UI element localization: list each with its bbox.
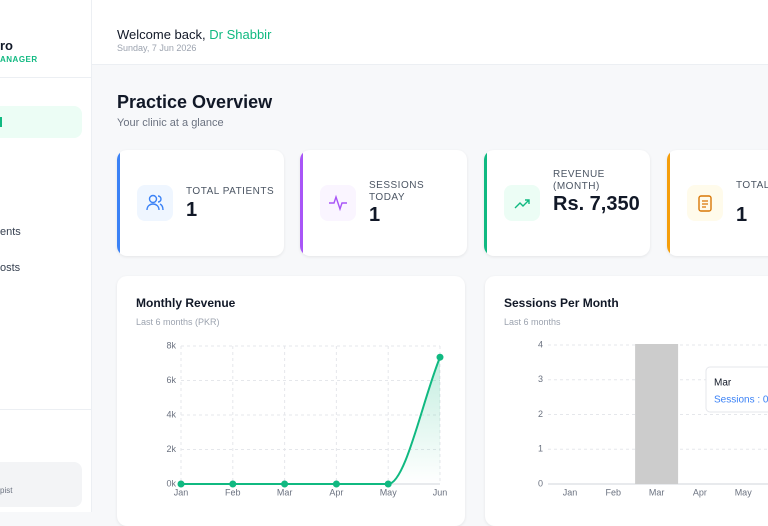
chart-panel: Sessions Per Month Last 6 months: [485, 276, 768, 526]
card-label: SESSIONS TODAY: [369, 180, 425, 203]
stat-card: SESSIONS TODAY 1: [300, 150, 467, 256]
user-role: pist: [0, 486, 13, 495]
card-value: 1: [736, 204, 748, 226]
card-label: REVENUE (MONTH): [553, 169, 605, 192]
date: Sunday, 7 Jun 2026: [117, 43, 197, 53]
user-name: Dr Shabbir: [209, 27, 272, 42]
chart-title: Sessions Per Month: [504, 296, 619, 310]
card-label: TOTAL SESSIO: [736, 180, 768, 191]
chart-title: Monthly Revenue: [136, 296, 236, 310]
icon: [137, 185, 173, 221]
chart-subtitle: Last 6 months (PKR): [136, 317, 220, 327]
chart-subtitle: Last 6 months: [504, 317, 561, 327]
card-value: Rs. 7,350: [553, 193, 640, 215]
nav-item[interactable]: ents: [0, 226, 21, 238]
sidebar: ro ANAGER ents osts pist: [0, 0, 92, 512]
nav-item[interactable]: osts: [0, 262, 21, 274]
stat-card: TOTAL PATIENTS 1: [117, 150, 284, 256]
icon: [504, 185, 540, 221]
nav-active[interactable]: [0, 106, 82, 138]
icon: [320, 185, 356, 221]
role: ANAGER: [0, 55, 38, 64]
page: {"sidebar":{"brand":"ro","role":"ANAGER"…: [0, 0, 768, 512]
stat-card: REVENUE (MONTH) Rs. 7,350: [484, 150, 650, 256]
user-box[interactable]: pist: [0, 462, 82, 507]
card-value: 1: [369, 204, 381, 226]
greeting-text: Welcome back,: [117, 27, 206, 42]
brand: ro: [0, 38, 13, 53]
greeting: Welcome back, Dr Shabbir: [117, 27, 271, 42]
page-title: Practice Overview: [117, 92, 273, 112]
divider: [0, 409, 91, 410]
header: Welcome back, Dr Shabbir Sunday, 7 Jun 2…: [92, 0, 768, 65]
divider: [0, 77, 91, 78]
page-subtitle: Your clinic at a glance: [117, 117, 224, 129]
icon: [687, 185, 723, 221]
stat-card: TOTAL SESSIO 1: [667, 150, 768, 256]
card-value: 1: [186, 199, 198, 221]
chart-panel: Monthly Revenue Last 6 months (PKR): [117, 276, 465, 526]
card-label: TOTAL PATIENTS: [186, 186, 275, 197]
